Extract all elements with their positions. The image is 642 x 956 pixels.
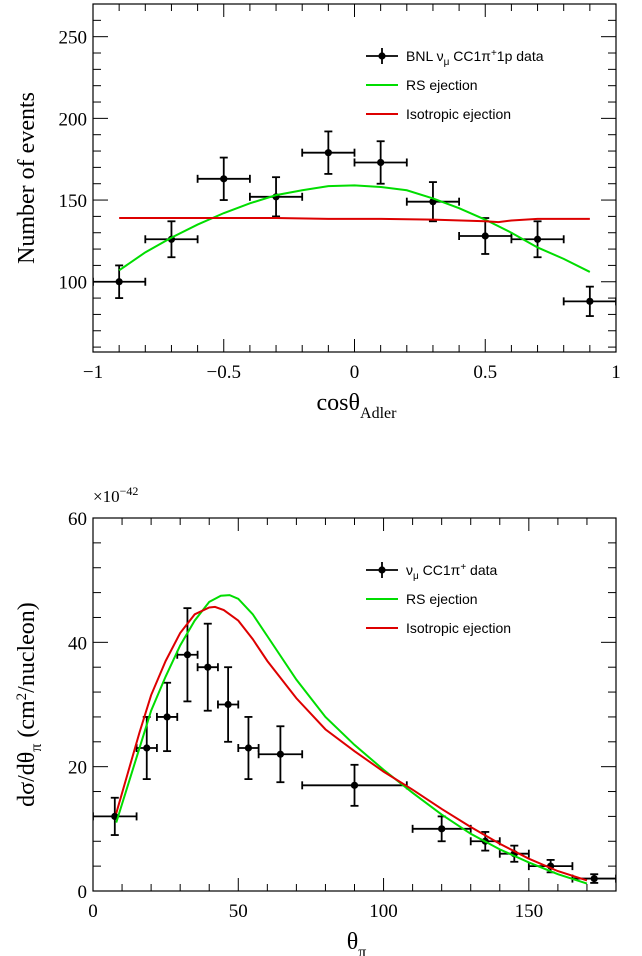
legend-label: Isotropic ejection [406,620,511,636]
marker [276,750,285,758]
x-tick-label: 0.5 [473,362,497,383]
data-point [458,217,513,255]
y-tick-label: 20 [68,758,87,779]
x-axis-title: cosθAdler [317,390,398,422]
data-point [237,716,260,780]
x-tick-label: 100 [369,901,398,922]
legend-label: RS ejection [406,77,478,93]
data-point [405,181,461,223]
x-tick-label: 0 [88,901,98,922]
legend-item: Isotropic ejection [366,106,511,122]
marker [244,744,253,752]
marker [481,232,489,240]
x-tick-label: −0.5 [207,362,241,383]
data-point [257,725,304,784]
x-tick-label: 50 [229,901,248,922]
data-point [301,130,356,175]
marker [220,175,228,183]
data-point [510,220,565,259]
data-point [156,681,179,753]
marker [115,278,123,286]
series-line-2 [115,605,588,882]
data-point [301,763,408,807]
legend-label: Isotropic ejection [406,106,511,122]
data-point [93,796,138,836]
data-point [196,156,251,201]
plot-frame [92,517,617,892]
legend-item: RS ejection [366,591,478,607]
legend-marker [378,52,386,60]
data-point [353,140,408,185]
data-point [562,285,616,317]
x-axis-title: θπ [347,929,367,956]
marker [143,744,151,752]
marker [224,700,232,709]
data-point [498,844,530,863]
y-tick-label: 60 [68,509,87,530]
series-line-1 [118,184,591,273]
chart-adler-angle: −1 −0.5 0 0.5 1 100 150 200 250 cosθAdler Number o… [14,3,621,422]
chart-pion-angle: 0 50 100 150 0 20 40 60 θπ dσ/dθπ (cm2/nucleon) ×1… [14,484,617,956]
y-tick-label: 200 [59,109,88,130]
legend: νμ CC1π+ data RS ejection Isotropic ejecti… [366,562,511,636]
legend-label: νμ CC1π+ data [406,562,498,582]
x-tick-label: 150 [515,901,544,922]
marker [438,825,446,833]
y-tick-label: 100 [59,273,88,294]
data-point [217,666,240,743]
series-line-2 [119,217,590,224]
data-point [93,264,147,299]
legend-label: BNL νμ CC1π+1p data [406,48,544,68]
data-point [248,176,304,218]
marker [586,297,594,305]
legend: BNL νμ CC1π+1p data RS ejection Isotropic … [366,48,544,122]
marker [377,158,385,167]
x-tick-label: −1 [83,362,103,383]
y-tick-label: 150 [59,191,88,212]
data-point [144,220,199,259]
marker [183,651,192,659]
legend-item: Isotropic ejection [366,620,511,636]
x-tick-label: 1 [611,362,621,383]
legend-marker [378,566,386,574]
y-multiplier: ×10−42 [93,484,138,506]
marker [533,235,542,243]
y-axis-title: Number of events [14,92,40,264]
y-axis-title: dσ/dθπ (cm2/nucleon) [14,602,45,807]
legend-item: BNL νμ CC1π+1p data [366,48,544,68]
data-point [196,622,219,712]
legend-item: RS ejection [366,77,478,93]
legend-label: RS ejection [406,591,478,607]
marker [163,713,171,721]
y-tick-label: 40 [68,633,87,654]
marker [324,149,332,157]
marker [590,874,598,883]
marker [204,663,212,671]
marker [350,781,359,789]
y-tick-label: 0 [78,882,88,903]
y-tick-label: 250 [59,28,88,49]
legend-item: νμ CC1π+ data [366,562,498,582]
x-tick-label: 0 [350,362,360,383]
series-line-1 [115,594,588,885]
